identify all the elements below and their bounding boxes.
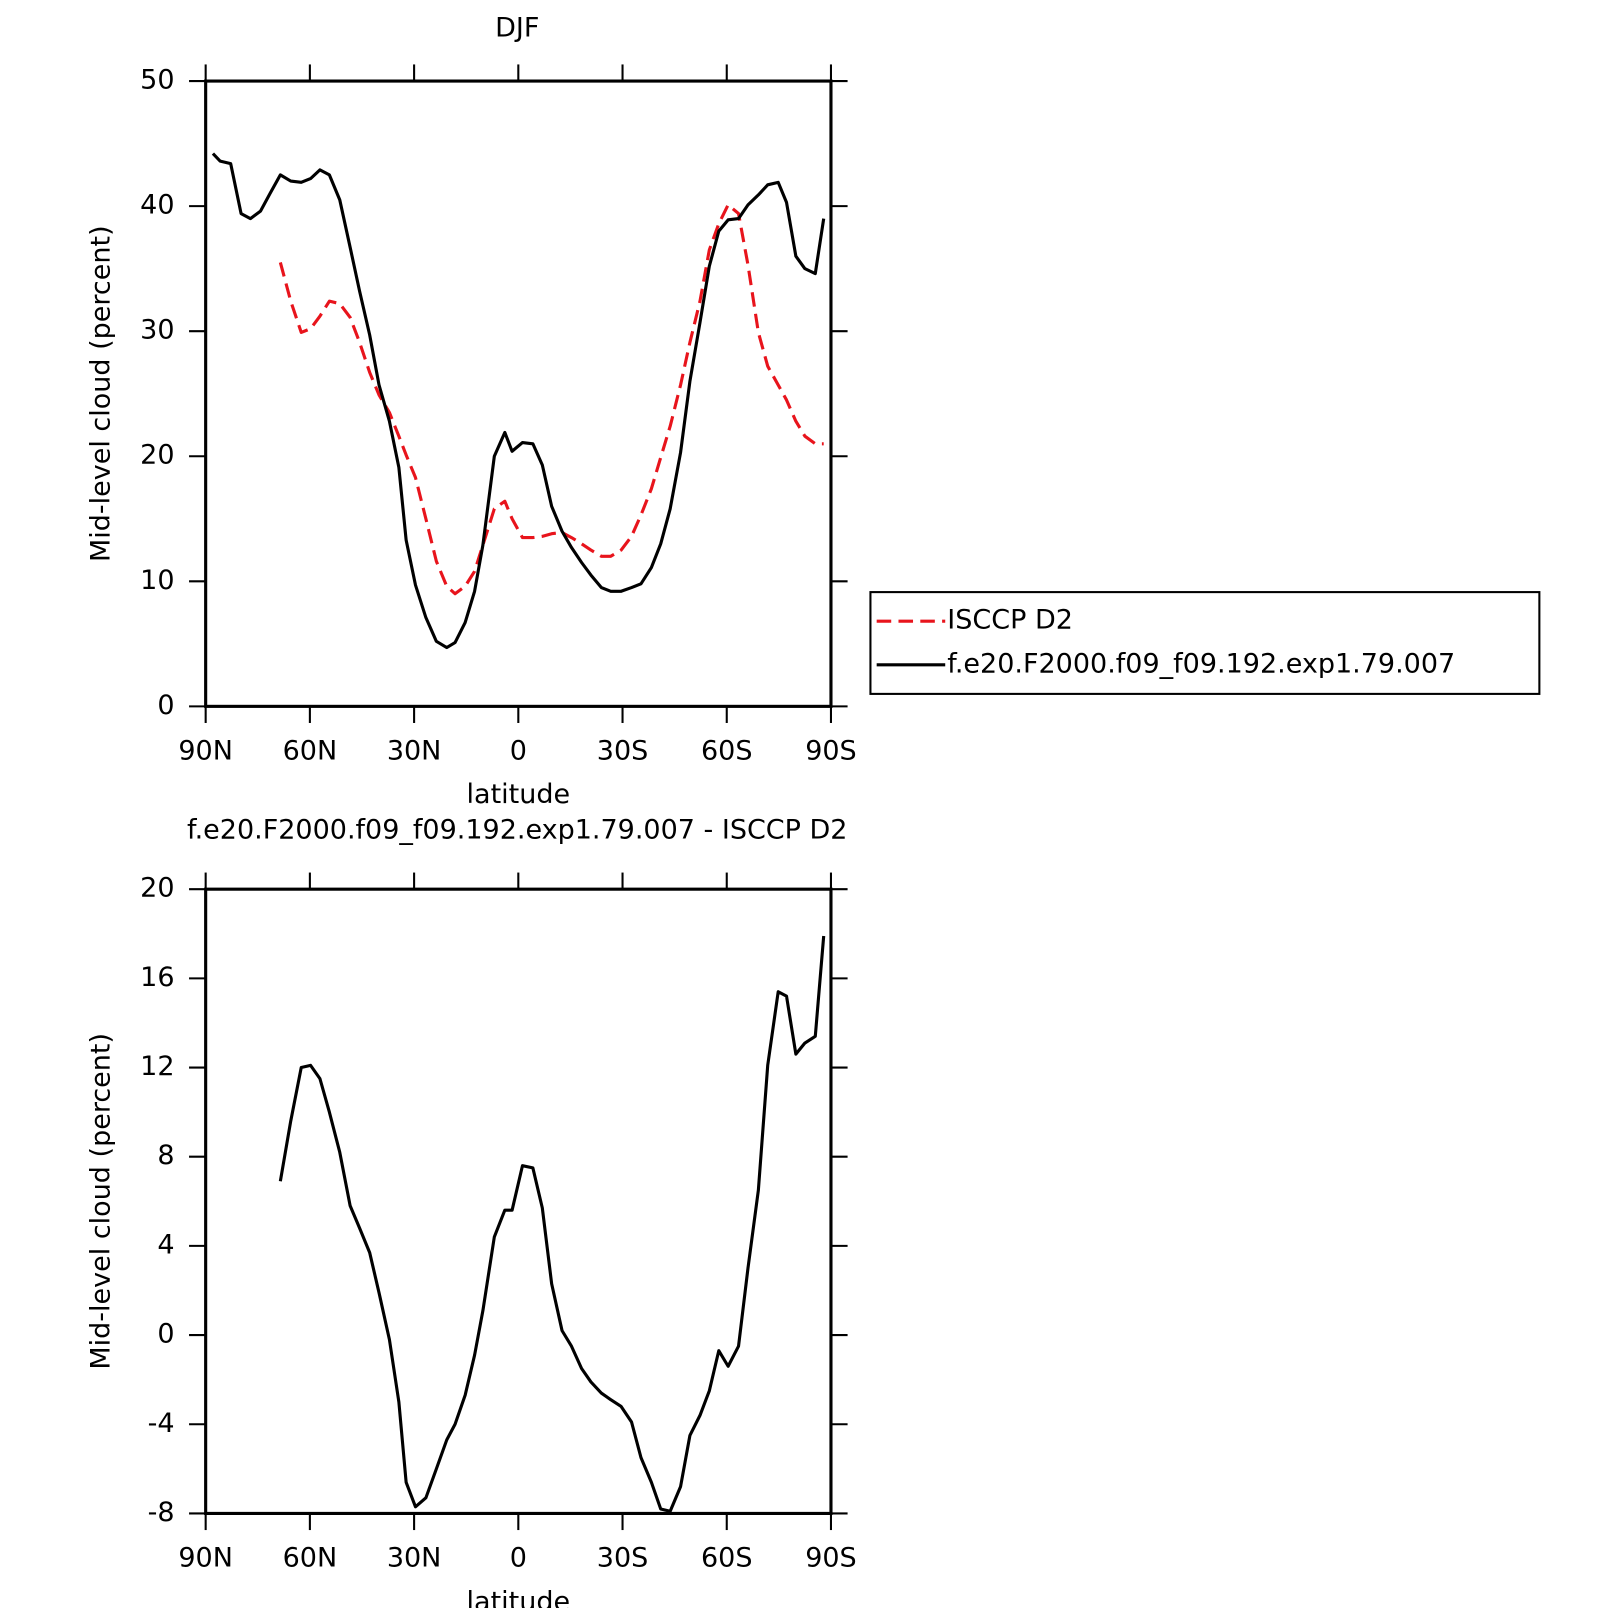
y-axis-label: Mid-level cloud (percent) [85, 225, 116, 562]
x-tick-label: 60S [701, 1543, 753, 1574]
data-line [278, 203, 824, 596]
y-tick-label: 10 [140, 565, 174, 596]
legend-box [869, 591, 1541, 695]
x-tick-label: 0 [510, 1543, 527, 1574]
x-tick-label: 30S [597, 1543, 649, 1574]
x-tick-label: 90S [805, 736, 857, 767]
y-tick-label: 12 [140, 1051, 174, 1082]
y-tick-label: 30 [140, 315, 174, 346]
x-tick-label: 60N [283, 1543, 338, 1574]
plot-frame [204, 887, 833, 1515]
plot-frame [204, 79, 833, 708]
chart-title: DJF [495, 13, 539, 44]
y-tick-label: 20 [140, 873, 174, 904]
x-axis-label: latitude [467, 779, 571, 810]
y-tick-label: -8 [148, 1497, 175, 1528]
y-tick-label: 40 [140, 190, 174, 221]
x-tick-label: 30N [387, 1543, 442, 1574]
x-axis-label: latitude [467, 1586, 571, 1608]
y-tick-label: 16 [140, 962, 174, 993]
x-tick-label: 60S [701, 736, 753, 767]
y-tick-label: 0 [157, 690, 174, 721]
x-tick-label: 0 [510, 736, 527, 767]
y-tick-label: 50 [140, 65, 174, 96]
y-tick-label: 4 [157, 1229, 174, 1260]
y-axis-label: Mid-level cloud (percent) [85, 1033, 116, 1370]
x-tick-label: 90N [178, 1543, 233, 1574]
y-tick-label: -4 [148, 1408, 175, 1439]
x-tick-label: 30S [597, 736, 649, 767]
x-tick-label: 30N [387, 736, 442, 767]
data-line [211, 152, 826, 650]
y-tick-label: 8 [157, 1140, 174, 1171]
x-tick-label: 90S [805, 1543, 857, 1574]
data-line [278, 935, 826, 1513]
chart-title: f.e20.F2000.f09_f09.192.exp1.79.007 - IS… [187, 815, 847, 846]
y-tick-label: 20 [140, 440, 174, 471]
legend-label: ISCCP D2 [947, 605, 1073, 636]
x-tick-label: 60N [283, 736, 338, 767]
y-tick-label: 0 [157, 1319, 174, 1350]
legend-label: f.e20.F2000.f09_f09.192.exp1.79.007 [947, 648, 1455, 679]
x-tick-label: 90N [178, 736, 233, 767]
